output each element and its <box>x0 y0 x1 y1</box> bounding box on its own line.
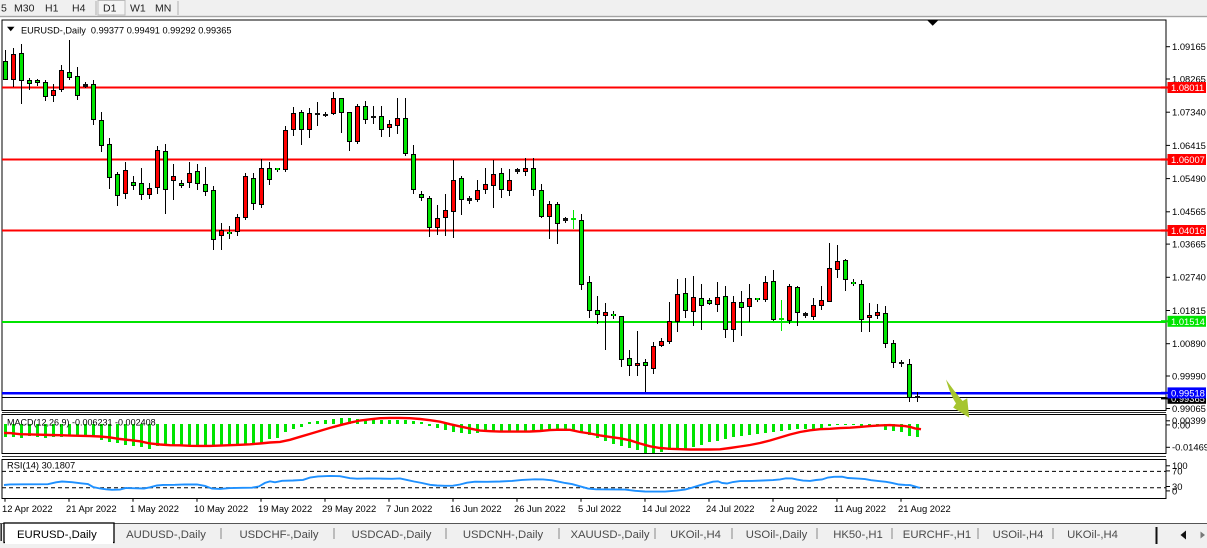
svg-text:H4: H4 <box>72 3 86 15</box>
svg-text:12 Apr 2022: 12 Apr 2022 <box>2 503 53 514</box>
svg-text:1.01815: 1.01815 <box>1172 305 1206 316</box>
svg-text:1.08265: 1.08265 <box>1172 73 1206 84</box>
svg-text:EURUSD-,Daily: EURUSD-,Daily <box>17 529 97 541</box>
svg-text:16 Jun 2022: 16 Jun 2022 <box>450 503 502 514</box>
svg-text:100: 100 <box>1172 460 1188 471</box>
svg-text:M30: M30 <box>14 3 35 15</box>
svg-text:EURUSD-,Daily 0.99377 0.99491: EURUSD-,Daily 0.99377 0.99491 0.99292 0.… <box>21 26 231 36</box>
svg-text:1.00890: 1.00890 <box>1172 338 1206 349</box>
svg-text:XAUUSD-,Daily: XAUUSD-,Daily <box>570 529 649 541</box>
svg-text:1.04016: 1.04016 <box>1171 225 1205 236</box>
svg-text:1.09165: 1.09165 <box>1172 41 1206 52</box>
svg-text:21 Aug 2022: 21 Aug 2022 <box>898 503 951 514</box>
svg-text:USDCNH-,Daily: USDCNH-,Daily <box>463 529 544 541</box>
svg-text:1.08011: 1.08011 <box>1171 82 1204 93</box>
svg-text:1 May 2022: 1 May 2022 <box>130 503 179 514</box>
svg-text:AUDUSD-,Daily: AUDUSD-,Daily <box>126 529 206 541</box>
svg-text:1.06415: 1.06415 <box>1172 140 1206 151</box>
svg-text:1.04565: 1.04565 <box>1172 206 1206 217</box>
svg-text:MN: MN <box>155 3 171 15</box>
svg-text:19 May 2022: 19 May 2022 <box>258 503 312 514</box>
svg-text:0.00399: 0.00399 <box>1172 415 1206 426</box>
svg-text:D1: D1 <box>103 3 117 15</box>
svg-text:24 Jul 2022: 24 Jul 2022 <box>706 503 754 514</box>
svg-text:30: 30 <box>1172 481 1182 492</box>
svg-text:21 Apr 2022: 21 Apr 2022 <box>66 503 117 514</box>
svg-text:UKOil-,H4: UKOil-,H4 <box>1067 529 1118 541</box>
svg-text:5 Jul 2022: 5 Jul 2022 <box>578 503 621 514</box>
svg-text:2 Aug 2022: 2 Aug 2022 <box>770 503 817 514</box>
svg-text:26 Jun 2022: 26 Jun 2022 <box>514 503 566 514</box>
svg-text:1.05490: 1.05490 <box>1172 173 1206 184</box>
svg-text:MACD(12,26,9) -0.006231 -0.002: MACD(12,26,9) -0.006231 -0.002408 <box>7 418 156 428</box>
svg-text:W1: W1 <box>130 3 146 15</box>
svg-text:1.07340: 1.07340 <box>1172 107 1206 118</box>
svg-text:USOil-,H4: USOil-,H4 <box>993 529 1044 541</box>
svg-text:EURCHF-,H1: EURCHF-,H1 <box>903 529 971 541</box>
svg-text:UKOil-,H4: UKOil-,H4 <box>670 529 721 541</box>
svg-text:1.02740: 1.02740 <box>1172 272 1206 283</box>
svg-text:USOil-,Daily: USOil-,Daily <box>746 529 808 541</box>
svg-text:10 May 2022: 10 May 2022 <box>194 503 248 514</box>
svg-text:29 May 2022: 29 May 2022 <box>322 503 376 514</box>
svg-text:0.00: 0.00 <box>1172 419 1190 430</box>
svg-text:0: 0 <box>1172 485 1177 496</box>
svg-text:H1: H1 <box>45 3 59 15</box>
svg-text:HK50-,H1: HK50-,H1 <box>833 529 883 541</box>
svg-text:1.03665: 1.03665 <box>1172 239 1206 250</box>
svg-text:-0.01469: -0.01469 <box>1172 442 1207 453</box>
svg-text:14 Jul 2022: 14 Jul 2022 <box>642 503 690 514</box>
svg-text:5: 5 <box>1 3 7 15</box>
svg-text:1.01514: 1.01514 <box>1171 316 1205 327</box>
svg-text:1.06007: 1.06007 <box>1171 154 1205 165</box>
svg-text:0.99065: 0.99065 <box>1172 403 1206 414</box>
svg-text:0.99518: 0.99518 <box>1171 388 1205 399</box>
svg-text:70: 70 <box>1172 465 1182 476</box>
svg-text:7 Jun 2022: 7 Jun 2022 <box>386 503 432 514</box>
svg-text:RSI(14) 30.1807: RSI(14) 30.1807 <box>7 461 75 471</box>
svg-text:0.99990: 0.99990 <box>1172 370 1206 381</box>
svg-text:11 Aug 2022: 11 Aug 2022 <box>834 503 886 514</box>
svg-text:USDCHF-,Daily: USDCHF-,Daily <box>239 529 318 541</box>
svg-text:USDCAD-,Daily: USDCAD-,Daily <box>352 529 432 541</box>
